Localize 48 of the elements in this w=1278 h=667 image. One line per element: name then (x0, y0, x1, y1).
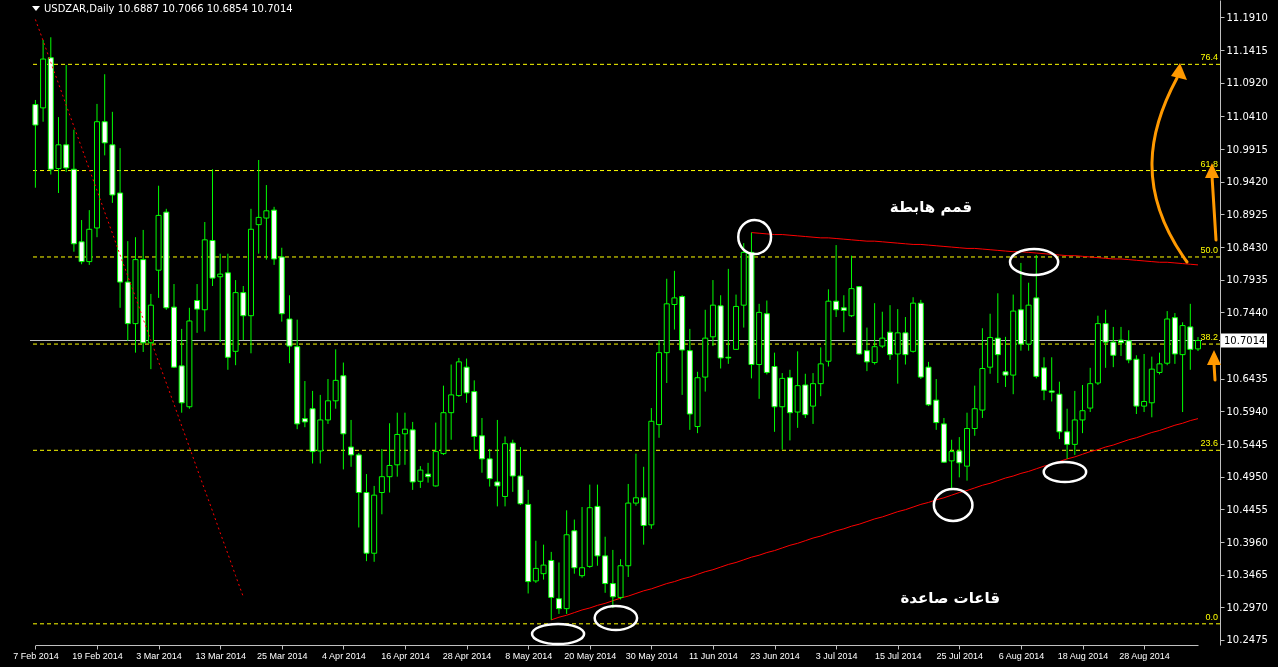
x-tick-label: 25 Mar 2014 (257, 650, 308, 661)
x-tick-label: 7 Feb 2014 (13, 650, 59, 661)
ref-line-label: 10.7014 (1224, 334, 1266, 346)
y-tick-label: 10.8925 (1226, 208, 1268, 220)
chart-title: USDZAR,Daily 10.6887 10.7066 10.6854 10.7014 (44, 3, 293, 14)
x-tick-label: 25 Jul 2014 (936, 650, 984, 661)
annotation: 0.0 (1205, 611, 1218, 622)
x-tick-label: 3 Mar 2014 (136, 650, 182, 661)
x-tick-label: 4 Apr 2014 (322, 650, 366, 661)
x-tick-label: 8 May 2014 (505, 650, 553, 661)
annotation: 23.6 (1200, 438, 1218, 449)
x-tick-label: 28 Apr 2014 (442, 650, 492, 661)
y-tick-label: 10.9420 (1226, 176, 1268, 188)
annotation: 76.4 (1200, 52, 1218, 63)
x-tick-label: 30 May 2014 (625, 650, 678, 661)
y-tick-label: 11.1415 (1226, 44, 1268, 56)
x-tick-label: 6 Aug 2014 (998, 650, 1045, 661)
y-tick-label: 10.3465 (1226, 569, 1268, 581)
y-tick-label: 11.1910 (1226, 11, 1268, 23)
y-tick-label: 11.0410 (1226, 110, 1268, 122)
y-tick-label: 10.3960 (1226, 536, 1268, 548)
annotation: 50.0 (1200, 244, 1218, 255)
y-tick-label: 10.4455 (1226, 503, 1268, 515)
y-tick-label: 10.6435 (1226, 373, 1268, 385)
y-tick-label: 10.4950 (1226, 471, 1268, 483)
x-tick-label: 11 Jun 2014 (689, 650, 738, 661)
annotation: قمم هابطة (889, 198, 973, 216)
y-tick-label: 10.5940 (1226, 405, 1268, 417)
x-tick-label: 28 Aug 2014 (1119, 650, 1170, 661)
x-tick-label: 23 Jun 2014 (750, 650, 800, 661)
annotation: 38.2 (1200, 332, 1218, 343)
x-tick-label: 16 Apr 2014 (381, 650, 430, 661)
y-tick-label: 11.0920 (1226, 77, 1268, 89)
x-tick-label: 3 Jul 2014 (815, 650, 858, 661)
annotation: 61.8 (1200, 158, 1218, 169)
annotation: قاعات صاعدة (900, 589, 1001, 607)
x-tick-label: 13 Mar 2014 (195, 650, 246, 661)
x-tick-label: 19 Feb 2014 (72, 650, 123, 661)
x-tick-label: 20 May 2014 (564, 650, 617, 661)
y-tick-label: 10.2475 (1226, 634, 1268, 646)
y-tick-label: 10.2970 (1226, 601, 1268, 613)
y-tick-label: 10.7935 (1226, 274, 1268, 286)
y-tick-label: 10.7440 (1226, 306, 1268, 318)
y-tick-label: 10.8430 (1226, 241, 1268, 253)
x-tick-label: 15 Jul 2014 (874, 650, 922, 661)
x-tick-label: 18 Aug 2014 (1057, 650, 1109, 661)
y-tick-label: 10.5445 (1226, 438, 1268, 450)
y-tick-label: 10.9915 (1226, 143, 1268, 155)
